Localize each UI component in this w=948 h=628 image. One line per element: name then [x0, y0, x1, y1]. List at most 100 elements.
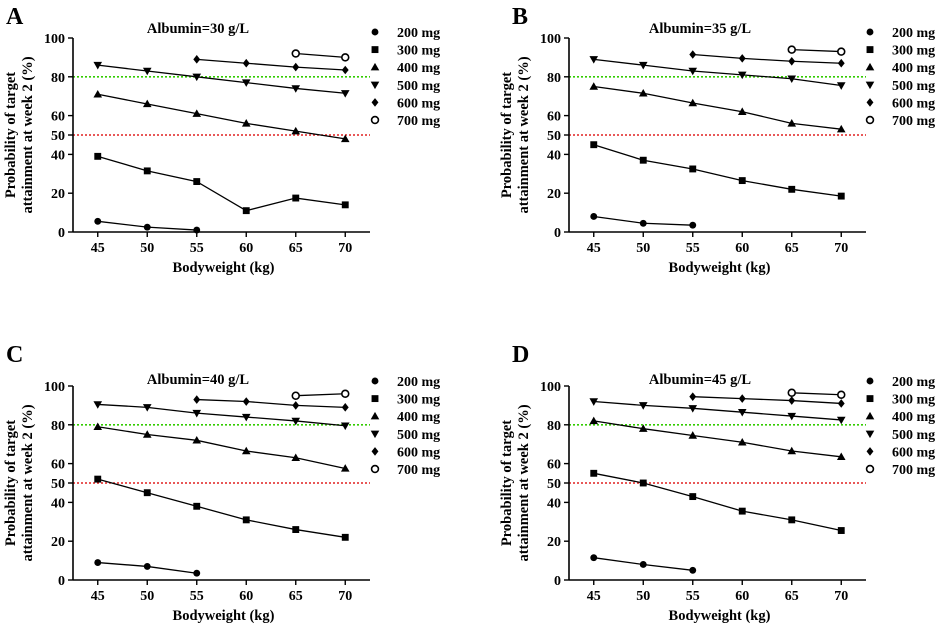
legend-marker-triangle-up	[865, 411, 875, 420]
x-tick-label: 45	[587, 241, 601, 256]
legend-label: 400 mg	[892, 61, 935, 76]
legend-marker-square	[866, 395, 874, 403]
data-point	[193, 226, 201, 234]
legend-label: 400 mg	[397, 61, 440, 76]
data-point	[836, 124, 846, 133]
data-point	[291, 49, 300, 58]
y-tick-label: 80	[51, 419, 65, 434]
series-line-600mg	[692, 53, 842, 64]
panel-title: Albumin=35 g/L	[649, 21, 751, 37]
panel-title: Albumin=45 g/L	[649, 372, 751, 388]
data-point	[590, 213, 598, 220]
data-point	[836, 82, 846, 90]
x-tick-label: 65	[785, 241, 799, 256]
data-point	[93, 89, 103, 98]
data-point	[689, 50, 697, 59]
y-tick-label: 40	[547, 496, 561, 511]
panel-letter: C	[6, 342, 23, 368]
legend-marker-square	[866, 46, 874, 54]
data-point	[738, 177, 746, 185]
legend-marker-triangle-up	[865, 62, 875, 71]
x-tick-label: 60	[735, 241, 749, 256]
y-tick-label: 0	[58, 226, 65, 241]
x-tick-label: 45	[91, 241, 105, 256]
legend-marker-triangle-down	[370, 81, 380, 90]
y-tick-label: 20	[51, 535, 65, 550]
y-axis-label: Probability of target	[3, 72, 19, 198]
legend-label: 500 mg	[397, 428, 440, 443]
series-line-700mg	[295, 393, 346, 397]
data-point	[142, 404, 152, 412]
data-point	[590, 141, 598, 149]
data-point	[340, 134, 350, 143]
legend-marker-diamond	[866, 447, 874, 456]
legend-marker-square	[371, 395, 379, 403]
data-point	[788, 516, 796, 524]
data-point	[242, 516, 250, 524]
data-point	[837, 58, 845, 68]
data-point	[142, 430, 152, 438]
legend-label: 200 mg	[397, 26, 440, 41]
data-point	[192, 73, 202, 82]
series-line-400mg	[593, 85, 842, 130]
data-point	[638, 424, 648, 432]
y-tick-label: 100	[44, 380, 65, 395]
series-line-500mg	[97, 64, 346, 94]
data-point	[590, 554, 598, 562]
data-point	[192, 109, 202, 117]
x-tick-label: 55	[686, 241, 700, 256]
legend-label: 600 mg	[892, 96, 935, 111]
y-tick-label: 100	[44, 32, 65, 47]
data-point	[94, 217, 102, 225]
y-tick-label: 40	[51, 496, 65, 511]
y-axis-label: Probability of target	[499, 72, 515, 198]
data-point	[737, 408, 747, 417]
legend: 200 mg 300 mg 400 mg 500 mg 600 mg 700 mg	[370, 26, 440, 129]
data-point	[93, 61, 103, 70]
chart-panel-b: B Albumin=35 g/L 45 50 55 60 65 70 0 20 40 50 60 80 10…	[499, 4, 935, 276]
data-point	[738, 394, 746, 403]
data-point	[689, 566, 697, 574]
y-tick-label: 50	[547, 477, 561, 492]
data-point	[788, 396, 796, 405]
data-point	[837, 399, 845, 408]
data-point	[689, 493, 697, 501]
series-line-700mg	[791, 48, 842, 53]
data-point	[291, 417, 301, 426]
data-point	[143, 167, 151, 175]
data-point	[292, 401, 300, 410]
legend-marker-diamond	[371, 98, 379, 107]
legend-label: 500 mg	[892, 79, 935, 94]
series-line-500mg	[97, 403, 346, 427]
legend-marker-diamond	[371, 447, 379, 456]
data-point	[340, 464, 350, 472]
x-tick-label: 55	[190, 589, 204, 604]
data-point	[242, 58, 250, 68]
data-point	[788, 185, 796, 193]
y-tick-label: 50	[51, 129, 65, 144]
data-point	[589, 82, 599, 90]
data-point	[639, 219, 647, 227]
legend-marker-circle-filled	[371, 28, 379, 36]
y-tick-label: 60	[547, 110, 561, 125]
data-point	[589, 416, 599, 425]
legend-label: 700 mg	[397, 463, 440, 478]
x-tick-label: 55	[686, 589, 700, 604]
legend-marker-triangle-down	[865, 430, 875, 439]
y-tick-label: 100	[540, 32, 561, 47]
y-tick-label: 40	[51, 148, 65, 163]
legend-label: 500 mg	[892, 428, 935, 443]
x-tick-label: 45	[91, 589, 105, 604]
series-line-400mg	[97, 426, 346, 470]
data-point	[737, 71, 747, 80]
y-tick-label: 80	[547, 419, 561, 434]
x-tick-label: 70	[338, 241, 352, 256]
x-tick-label: 65	[289, 589, 303, 604]
legend-label: 300 mg	[892, 393, 935, 408]
data-point	[192, 436, 202, 444]
legend-label: 200 mg	[397, 375, 440, 390]
data-point	[688, 67, 698, 76]
legend-label: 200 mg	[892, 26, 935, 41]
legend: 200 mg 300 mg 400 mg 500 mg 600 mg 700 mg	[865, 26, 935, 129]
